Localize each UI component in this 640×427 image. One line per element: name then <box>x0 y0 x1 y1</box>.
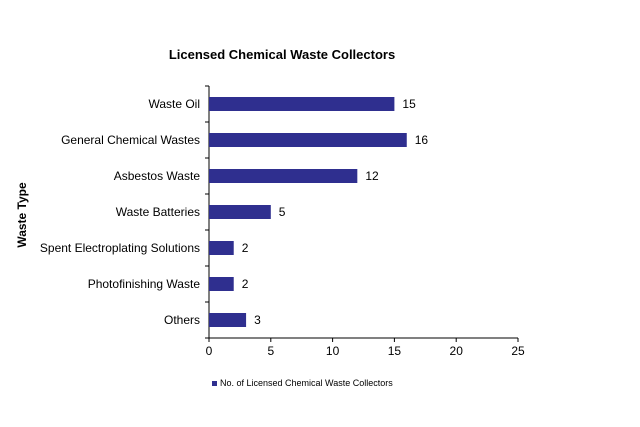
data-label: 15 <box>402 97 416 111</box>
x-tick-label: 20 <box>450 344 464 358</box>
chart-title: Licensed Chemical Waste Collectors <box>168 47 396 62</box>
x-tick-label: 25 <box>511 344 525 358</box>
bar <box>209 169 358 183</box>
bar <box>209 277 234 291</box>
bar <box>209 313 247 327</box>
y-tick-label: Spent Electroplating Solutions <box>40 241 200 255</box>
x-tick-label: 15 <box>388 344 402 358</box>
bar <box>209 133 407 147</box>
x-tick-label: 5 <box>267 344 274 358</box>
y-tick-label: Photofinishing Waste <box>88 277 201 291</box>
y-tick-label: Asbestos Waste <box>114 169 201 183</box>
y-tick-label: General Chemical Wastes <box>61 133 200 147</box>
y-tick-label: Waste Batteries <box>116 205 200 219</box>
legend: No. of Licensed Chemical Waste Collector… <box>212 378 393 388</box>
bar <box>209 97 395 111</box>
legend-label: No. of Licensed Chemical Waste Collector… <box>220 378 393 388</box>
x-tick-label: 10 <box>326 344 340 358</box>
legend-swatch <box>212 380 217 386</box>
data-label: 12 <box>365 169 379 183</box>
bar <box>209 205 271 219</box>
x-tick-label: 0 <box>206 344 213 358</box>
bar <box>209 241 234 255</box>
data-label: 16 <box>415 133 429 147</box>
data-label: 3 <box>254 313 261 327</box>
y-tick-label: Waste Oil <box>148 97 200 111</box>
data-label: 2 <box>242 241 249 255</box>
y-tick-label: Others <box>164 313 200 327</box>
data-label: 5 <box>279 205 286 219</box>
data-label: 2 <box>242 277 249 291</box>
